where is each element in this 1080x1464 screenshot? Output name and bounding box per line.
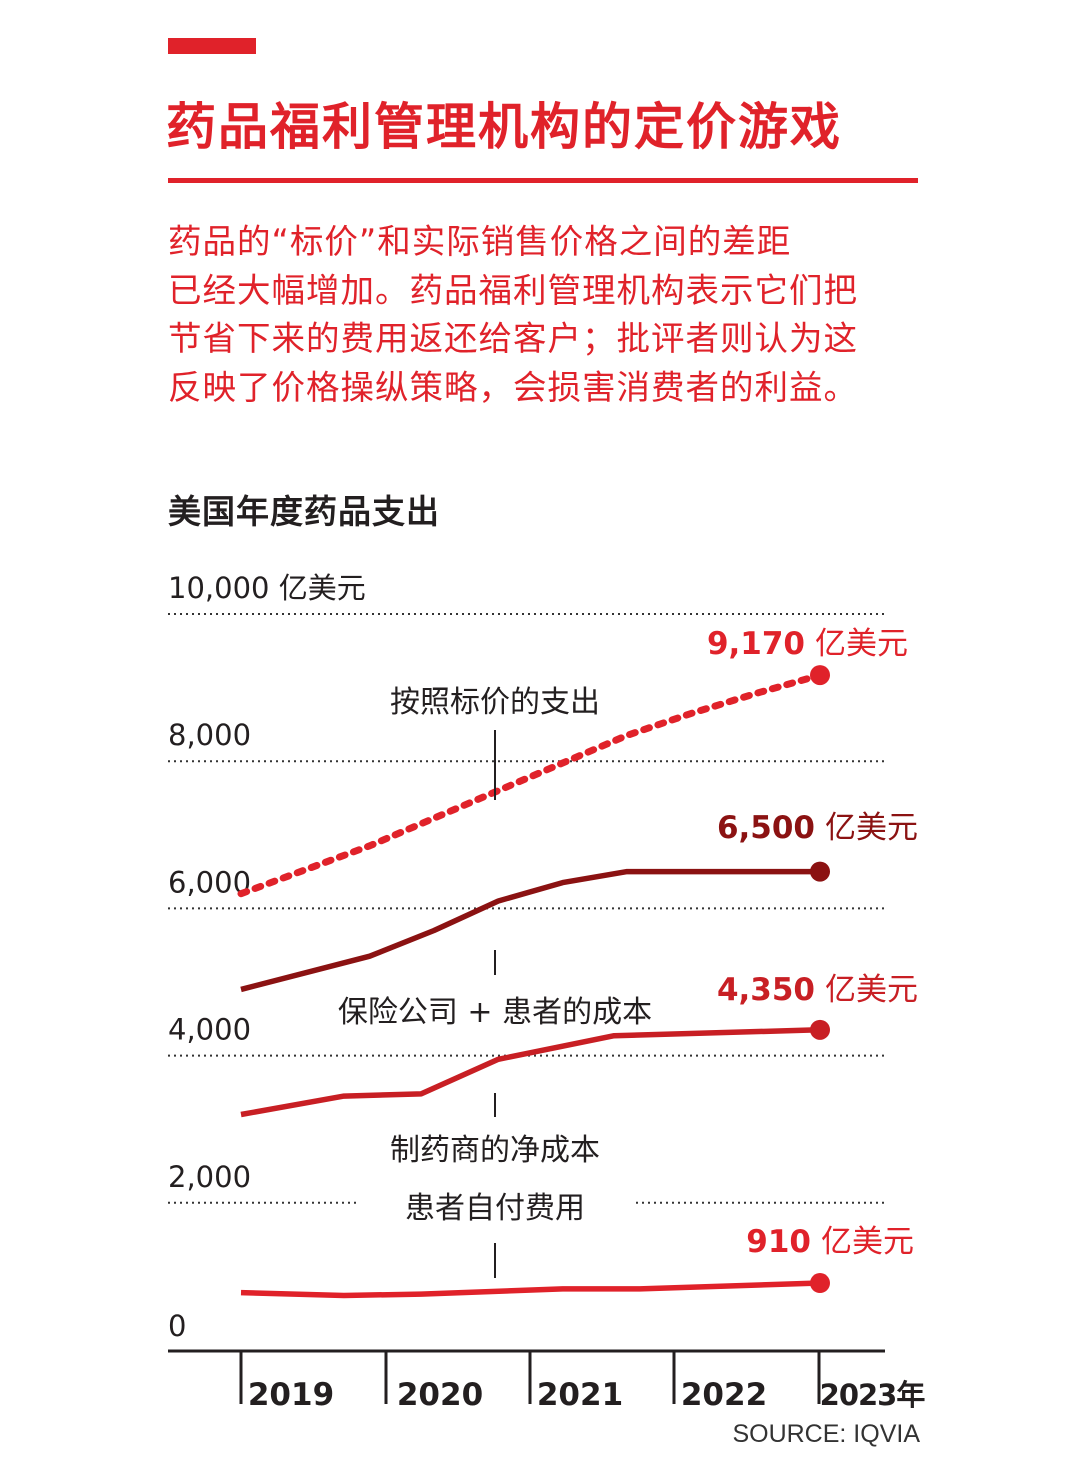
- intro-paragraph: 药品的“标价”和实际销售价格之间的差距 已经大幅增加。药品福利管理机构表示它们把…: [168, 218, 928, 412]
- series-annotation-manufacturer_net: 制药商的净成本: [390, 1133, 600, 1168]
- series-endpoint-manufacturer_net: [810, 1019, 830, 1040]
- chart-title: 美国年度药品支出: [168, 492, 440, 531]
- series-endpoint-insurer_patient: [810, 861, 830, 882]
- series-end-value: 6,500: [717, 810, 815, 846]
- series-annotation-insurer_patient: 保险公司 + 患者的成本: [338, 995, 652, 1030]
- series-annotation-patient_oop: 患者自付费用: [405, 1191, 585, 1226]
- intro-line: 已经大幅增加。药品福利管理机构表示它们把: [168, 270, 858, 310]
- series-end-value: 910: [746, 1224, 811, 1260]
- series-endpoint-patient_oop: [810, 1273, 830, 1294]
- series-annotation-list_price: 按照标价的支出: [390, 685, 600, 720]
- x-tick-label: 2023年: [820, 1378, 926, 1412]
- series-end-label: 6,500 亿美元: [717, 810, 918, 846]
- series-end-label: 4,350 亿美元: [717, 972, 918, 1008]
- y-tick-label: 2,000: [168, 1160, 251, 1194]
- series-end-unit: 亿美元: [821, 1224, 914, 1260]
- x-tick-label: 2020: [397, 1377, 483, 1413]
- series-line-patient_oop: [240, 1280, 821, 1299]
- series-line-manufacturer_net: [240, 1027, 821, 1118]
- series-end-unit: 亿美元: [825, 972, 918, 1008]
- y-tick-label: 8,000: [168, 718, 251, 752]
- series-end-value: 9,170: [707, 626, 805, 662]
- y-tick-label: 10,000 亿美元: [168, 571, 366, 605]
- series-end-value: 4,350: [717, 972, 815, 1008]
- series-line-list_price: [237, 671, 824, 898]
- series-end-label: 910 亿美元: [746, 1224, 914, 1260]
- series-end-label: 9,170 亿美元: [707, 626, 908, 662]
- x-tick-label: 2022: [681, 1377, 767, 1413]
- series-end-unit: 亿美元: [815, 626, 908, 662]
- y-tick-label: 4,000: [168, 1013, 251, 1047]
- series-end-unit: 亿美元: [825, 810, 918, 846]
- x-tick-label: 2021: [537, 1377, 623, 1413]
- series-endpoint-list_price: [810, 665, 830, 686]
- x-tick-label: 2019: [248, 1377, 334, 1413]
- page-title: 药品福利管理机构的定价游戏: [166, 98, 842, 156]
- series-line-insurer_patient: [240, 868, 820, 993]
- intro-line: 节省下来的费用返还给客户；批评者则认为这: [168, 319, 858, 358]
- y-tick-label: 6,000: [168, 865, 251, 899]
- source-credit: SOURCE: IQVIA: [732, 1420, 920, 1448]
- title-divider: [168, 178, 918, 183]
- accent-bar: [168, 38, 256, 54]
- y-tick-label: 0: [168, 1309, 186, 1343]
- intro-line: 反映了价格操纵策略，会损害消费者的利益。: [168, 367, 858, 407]
- intro-line: 药品的“标价”和实际销售价格之间的差距: [168, 222, 792, 261]
